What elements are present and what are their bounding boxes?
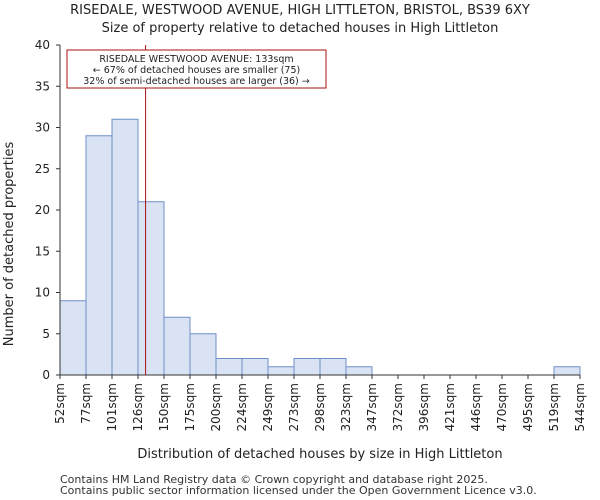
histogram-bar xyxy=(163,316,191,376)
footer-copyright: Contains HM Land Registry data © Crown c… xyxy=(60,473,488,486)
x-tick-label: 544sqm xyxy=(573,383,587,431)
x-tick-label: 495sqm xyxy=(521,383,535,431)
x-tick-label: 323sqm xyxy=(339,383,353,431)
y-tick-label: 35 xyxy=(35,79,50,93)
histogram-bar xyxy=(345,366,373,376)
y-tick-label: 5 xyxy=(42,327,50,341)
y-tick-label: 15 xyxy=(35,244,50,258)
x-tick-label: 150sqm xyxy=(157,383,171,431)
histogram-bar xyxy=(111,118,139,376)
x-tick-label: 519sqm xyxy=(547,383,561,431)
x-tick-label: 200sqm xyxy=(209,383,223,431)
x-tick-label: 249sqm xyxy=(261,383,275,431)
histogram-bar xyxy=(137,201,165,376)
x-tick-label: 372sqm xyxy=(391,383,405,431)
x-tick-label: 273sqm xyxy=(287,383,301,431)
y-tick-label: 25 xyxy=(35,162,50,176)
histogram-bar xyxy=(59,300,87,376)
x-tick-label: 298sqm xyxy=(313,383,327,431)
histogram-bar xyxy=(319,358,347,376)
histogram-bar xyxy=(85,135,113,376)
x-tick-label: 347sqm xyxy=(365,383,379,431)
y-tick-label: 10 xyxy=(35,286,50,300)
axes-layer: 0 5 10 15 20 25 30 35 40 52sqm 77sqm 101sqm 126sqm 15… xyxy=(35,38,587,431)
histogram-bar xyxy=(293,358,321,376)
chart-subtitle: Size of property relative to detached ho… xyxy=(101,21,499,36)
histogram-bar xyxy=(553,366,581,376)
y-tick-label: 20 xyxy=(35,203,50,217)
x-tick-label: 224sqm xyxy=(235,383,249,431)
annotation-layer: RISEDALE WESTWOOD AVENUE: 133sqm ← 67% o… xyxy=(66,49,327,89)
x-tick-label: 470sqm xyxy=(495,383,509,431)
annotation-line-2: ← 67% of detached houses are smaller (75… xyxy=(93,65,300,76)
y-tick-label: 30 xyxy=(35,121,50,135)
bars-layer xyxy=(59,118,581,376)
x-tick-label: 175sqm xyxy=(183,383,197,431)
histogram-bar xyxy=(267,366,295,376)
histogram-bar xyxy=(215,358,243,376)
annotation-box xyxy=(66,49,327,89)
x-tick-label: 77sqm xyxy=(79,383,93,424)
x-tick-label: 52sqm xyxy=(53,383,67,424)
x-axis-label: Distribution of detached houses by size … xyxy=(137,447,502,462)
x-tick-label: 101sqm xyxy=(105,383,119,431)
histogram-bar xyxy=(189,333,217,376)
x-tick-label: 396sqm xyxy=(417,383,431,431)
annotation-line-3: 32% of semi-detached houses are larger (… xyxy=(83,76,310,87)
x-tick-label: 421sqm xyxy=(443,383,457,431)
y-tick-label: 0 xyxy=(42,368,50,382)
annotation-line-1: RISEDALE WESTWOOD AVENUE: 133sqm xyxy=(99,54,293,65)
y-axis-label: Number of detached properties xyxy=(2,142,17,347)
chart-title: RISEDALE, WESTWOOD AVENUE, HIGH LITTLETO… xyxy=(70,3,530,18)
footer-licence: Contains public sector information licen… xyxy=(60,484,537,497)
y-tick-label: 40 xyxy=(35,38,50,52)
x-tick-label: 126sqm xyxy=(131,383,145,431)
x-tick-label: 446sqm xyxy=(469,383,483,431)
histogram-bar xyxy=(241,358,269,376)
